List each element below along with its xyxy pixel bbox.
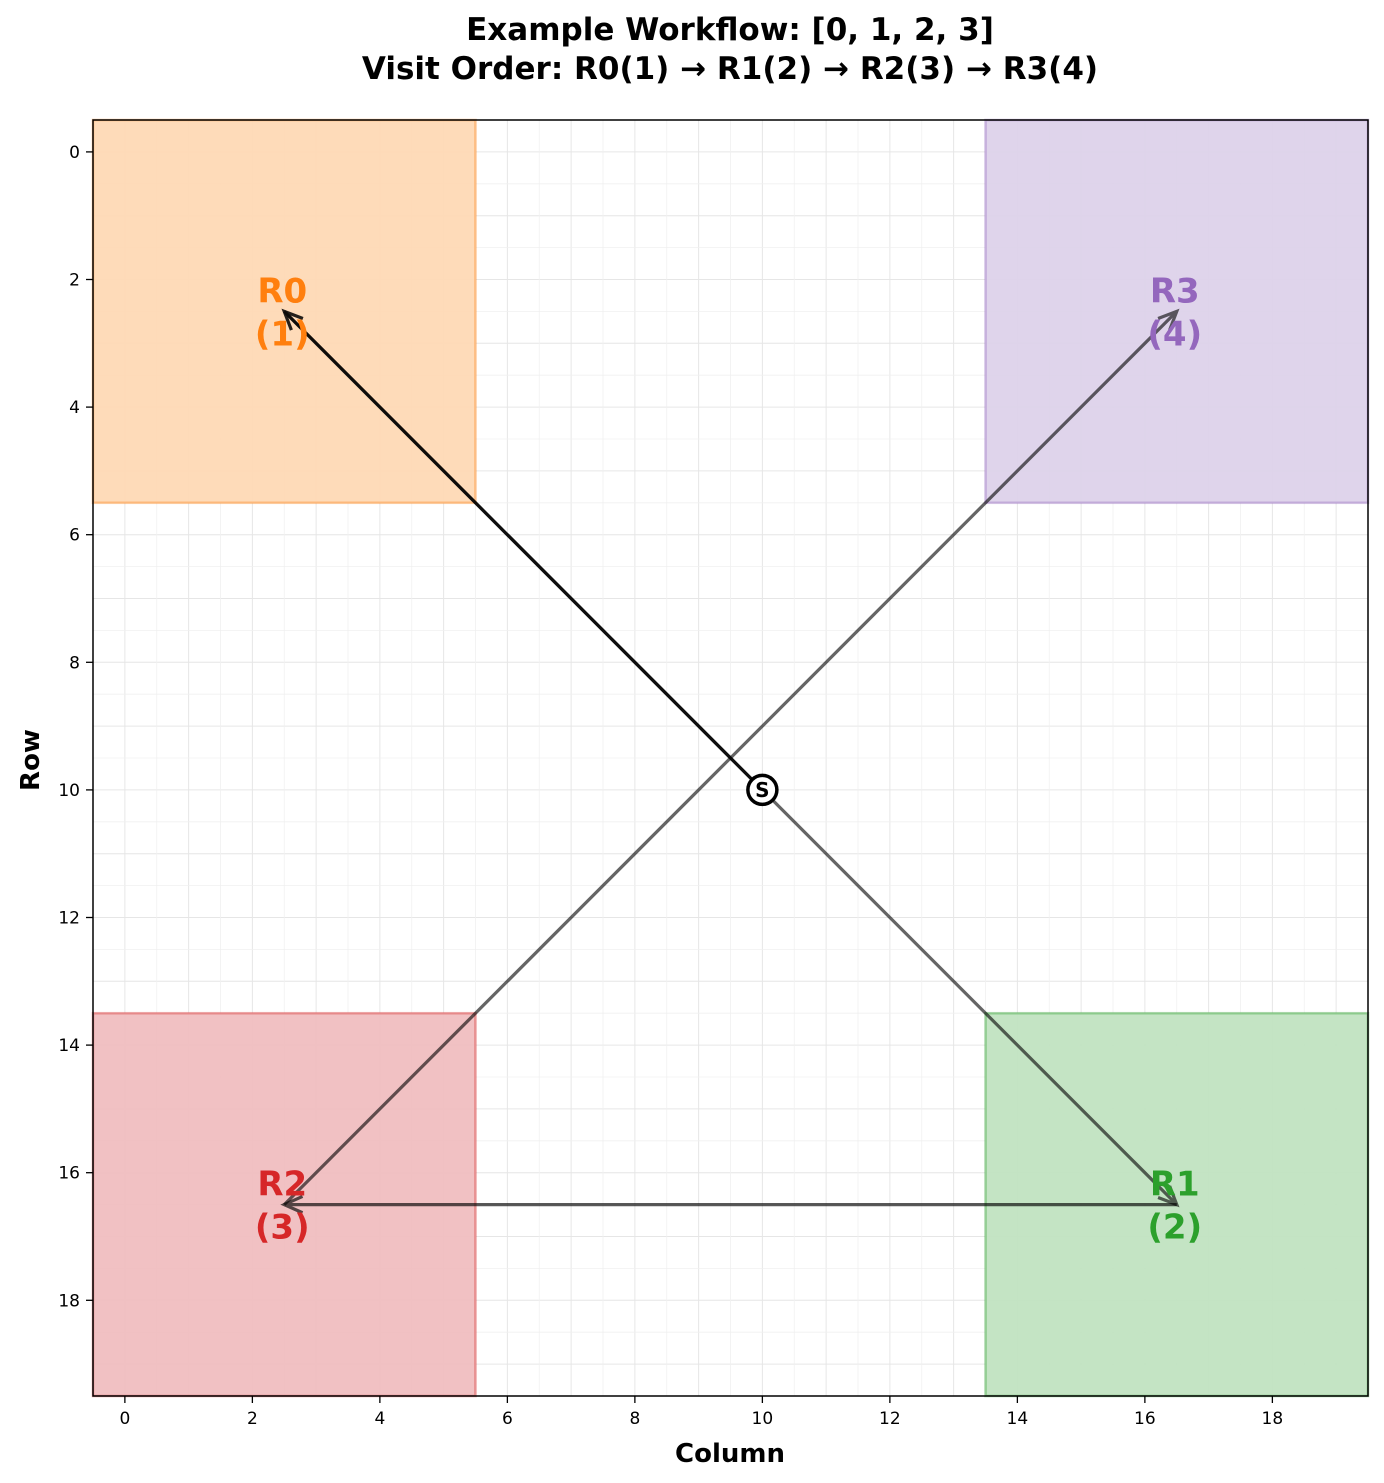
x-tick-label: 2	[247, 1409, 258, 1429]
y-tick-label: 12	[58, 909, 80, 929]
axis-ticks: 0 2 4 6 8 10 12 14 16 18 0 2 4 6 8 10 12 14 16 18	[58, 143, 1283, 1429]
y-tick-label: 2	[69, 271, 80, 291]
region-name-r3: R3	[1150, 271, 1200, 311]
y-tick-label: 6	[69, 526, 80, 546]
region-order-r2: (3)	[255, 1208, 310, 1248]
x-tick-label: 16	[1134, 1409, 1156, 1429]
y-tick-label: 18	[58, 1291, 80, 1311]
x-tick-label: 0	[119, 1409, 130, 1429]
path-segment-4	[283, 308, 1180, 1206]
region-name-r2: R2	[257, 1165, 307, 1205]
plot-frame	[92, 119, 1369, 1397]
y-tick-label: 4	[69, 398, 80, 418]
x-tick-label: 14	[1007, 1409, 1029, 1429]
region-name-r1: R1	[1150, 1165, 1200, 1205]
y-tick-label: 8	[69, 653, 80, 673]
x-tick-label: 6	[502, 1409, 513, 1429]
region-order-r3: (4)	[1147, 314, 1202, 354]
x-tick-label: 12	[879, 1409, 901, 1429]
start-label: S	[755, 778, 769, 802]
path-line	[283, 310, 1178, 1206]
x-tick-label: 18	[1262, 1409, 1284, 1429]
visit-path	[280, 308, 1180, 1215]
start-marker-group: S	[746, 773, 779, 807]
region-name-r0: R0	[257, 271, 307, 311]
y-axis-label: Row	[16, 729, 46, 791]
chart-title-line1: Example Workflow: [0, 1, 2, 3]	[466, 12, 994, 48]
x-axis-label: Column	[675, 1439, 785, 1469]
path-arrowhead	[1157, 308, 1180, 331]
x-tick-label: 8	[629, 1409, 640, 1429]
start-marker	[746, 773, 779, 807]
y-tick-label: 14	[58, 1036, 80, 1056]
region-labels: R0(1) R1(2) R2(3) R3(4)	[255, 271, 1202, 1247]
y-tick-label: 0	[69, 143, 80, 163]
chart-title-line2: Visit Order: R0(1) → R1(2) → R2(3) → R3(…	[362, 51, 1098, 87]
x-tick-label: 10	[752, 1409, 774, 1429]
x-tick-label: 4	[374, 1409, 385, 1429]
y-tick-label: 16	[58, 1164, 80, 1184]
y-tick-label: 10	[58, 781, 80, 801]
region-order-r0: (1)	[255, 314, 310, 354]
region-order-r1: (2)	[1147, 1208, 1202, 1248]
